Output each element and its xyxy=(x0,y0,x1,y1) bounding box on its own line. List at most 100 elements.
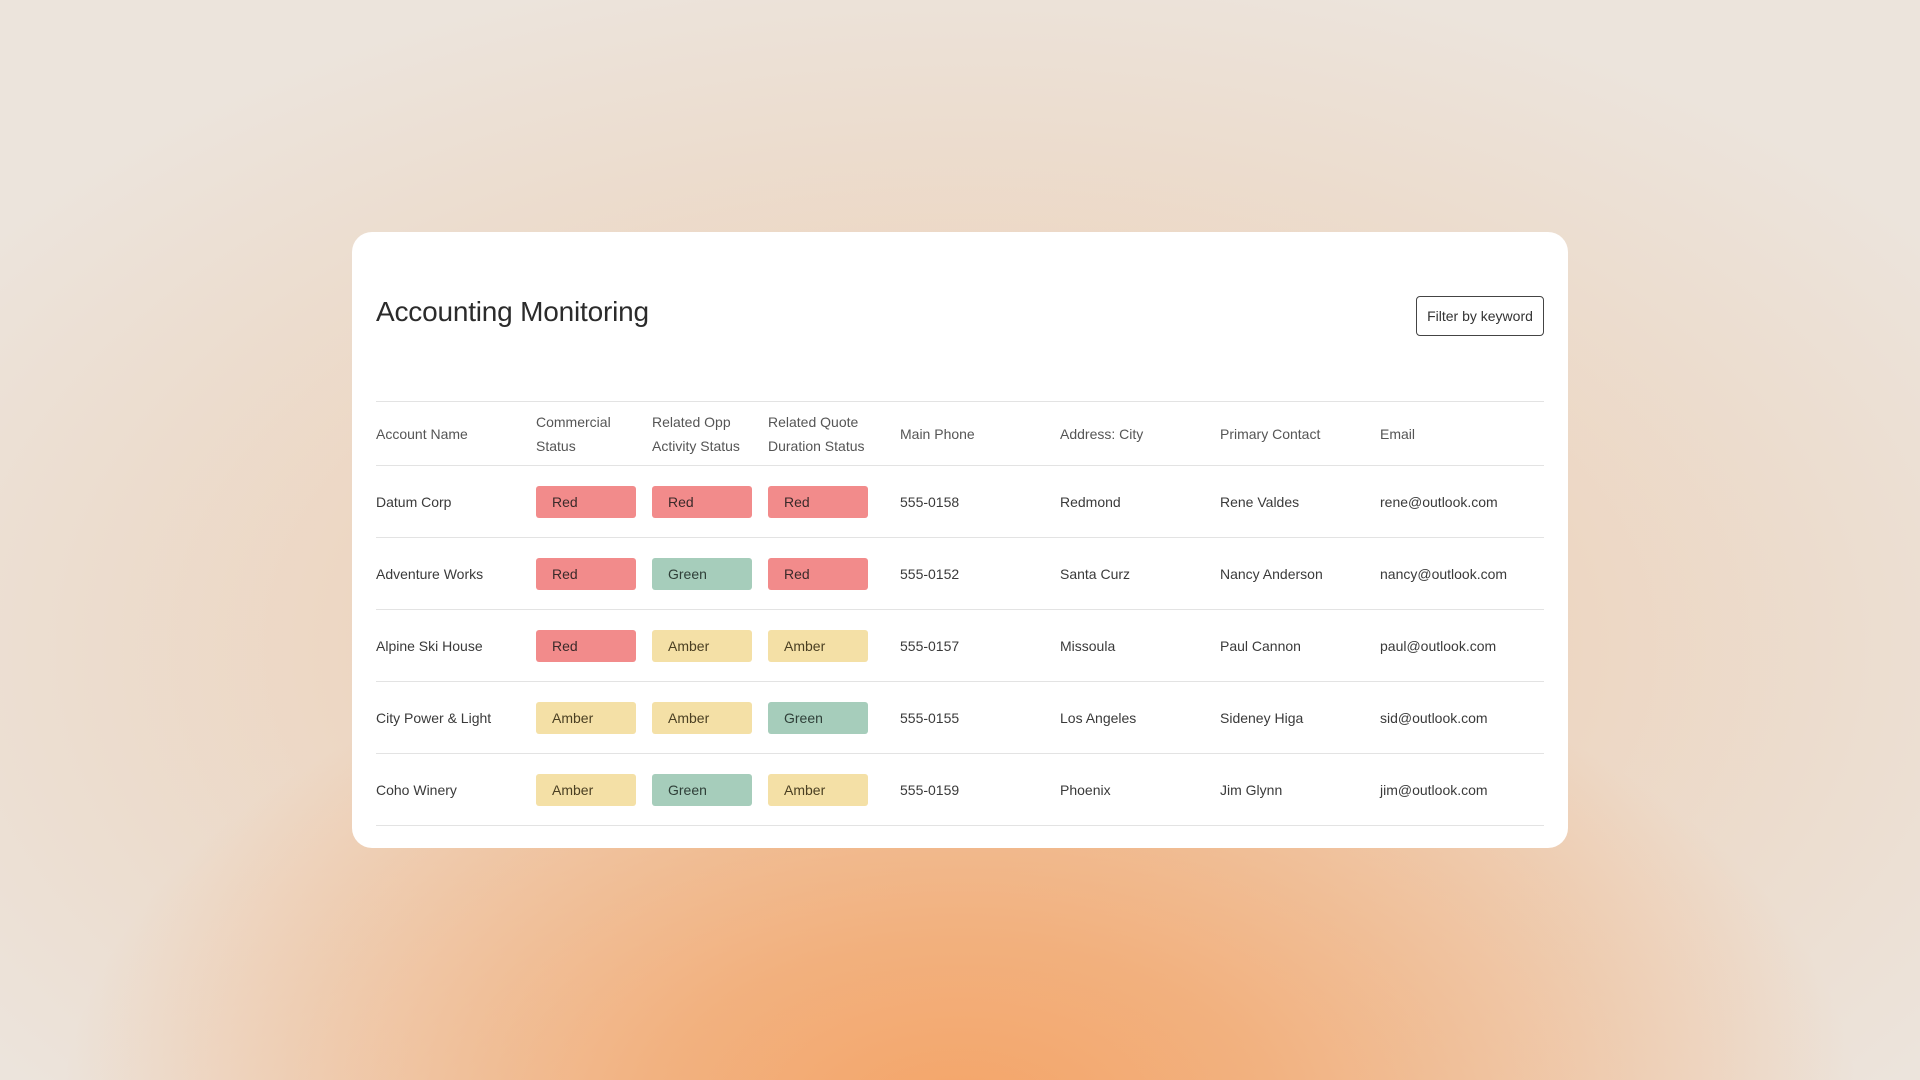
address-city: Los Angeles xyxy=(1060,709,1137,726)
header-opp-activity-status[interactable]: Related Opp Activity Status xyxy=(652,413,740,454)
opp-status-cell: Amber xyxy=(652,682,768,754)
table-row[interactable]: Datum Corp Red Red Red 555-0158 Redmond … xyxy=(376,466,1544,538)
commercial-status-badge: Amber xyxy=(536,773,636,806)
accounting-card: Accounting Monitoring Filter by keyword … xyxy=(352,232,1568,848)
city-cell: Phoenix xyxy=(1060,754,1220,826)
address-city: Redmond xyxy=(1060,493,1121,510)
main-phone: 555-0155 xyxy=(900,709,960,726)
page-title: Accounting Monitoring xyxy=(376,296,649,327)
primary-contact-cell: Nancy Anderson xyxy=(1220,538,1380,610)
city-cell: Santa Curz xyxy=(1060,538,1220,610)
opp-status-cell: Red xyxy=(652,466,768,538)
account-name-cell: City Power & Light xyxy=(376,682,536,754)
email-cell: paul@outlook.com xyxy=(1380,610,1544,682)
main-phone-cell: 555-0157 xyxy=(900,610,1060,682)
account-name-cell: Alpine Ski House xyxy=(376,610,536,682)
email: jim@outlook.com xyxy=(1380,781,1488,798)
table-row[interactable]: Adventure Works Red Green Red 555-0152 S… xyxy=(376,538,1544,610)
main-phone-cell: 555-0159 xyxy=(900,754,1060,826)
email: rene@outlook.com xyxy=(1380,493,1498,510)
primary-contact: Rene Valdes xyxy=(1220,493,1300,510)
account-name: Adventure Works xyxy=(376,565,484,582)
account-name-cell: Adventure Works xyxy=(376,538,536,610)
address-city: Missoula xyxy=(1060,637,1116,654)
table-header: Account Name Commercial Status Related O… xyxy=(376,401,1544,466)
email: paul@outlook.com xyxy=(1380,637,1497,654)
email-cell: rene@outlook.com xyxy=(1380,466,1544,538)
primary-contact: Nancy Anderson xyxy=(1220,565,1323,582)
account-name-cell: Datum Corp xyxy=(376,466,536,538)
header-row: Account Name Commercial Status Related O… xyxy=(376,401,1544,466)
primary-contact: Jim Glynn xyxy=(1220,781,1283,798)
account-name-cell: Coho Winery xyxy=(376,754,536,826)
primary-contact: Paul Cannon xyxy=(1220,637,1301,654)
primary-contact-cell: Paul Cannon xyxy=(1220,610,1380,682)
primary-contact-cell: Jim Glynn xyxy=(1220,754,1380,826)
opp-activity-status-badge: Amber xyxy=(652,629,752,662)
accounts-table: Account Name Commercial Status Related O… xyxy=(376,401,1544,826)
address-city: Santa Curz xyxy=(1060,565,1131,582)
header-account-name[interactable]: Account Name xyxy=(376,425,468,442)
main-phone-cell: 555-0155 xyxy=(900,682,1060,754)
commercial-status-cell: Amber xyxy=(536,682,652,754)
quote-duration-status-badge: Red xyxy=(768,485,868,518)
email-cell: jim@outlook.com xyxy=(1380,754,1544,826)
header-email[interactable]: Email xyxy=(1380,425,1416,442)
city-cell: Missoula xyxy=(1060,610,1220,682)
commercial-status-badge: Red xyxy=(536,629,636,662)
email: sid@outlook.com xyxy=(1380,709,1488,726)
commercial-status-cell: Amber xyxy=(536,754,652,826)
table-row[interactable]: Alpine Ski House Red Amber Amber 555-015… xyxy=(376,610,1544,682)
table-body: Datum Corp Red Red Red 555-0158 Redmond … xyxy=(376,466,1544,826)
quote-duration-status-badge: Red xyxy=(768,557,868,590)
primary-contact-cell: Sideney Higa xyxy=(1220,682,1380,754)
primary-contact: Sideney Higa xyxy=(1220,709,1304,726)
header-quote-duration-status[interactable]: Related Quote Duration Status xyxy=(768,413,865,454)
email: nancy@outlook.com xyxy=(1380,565,1508,582)
opp-activity-status-badge: Red xyxy=(652,485,752,518)
commercial-status-badge: Amber xyxy=(536,701,636,734)
table-row[interactable]: City Power & Light Amber Amber Green 555… xyxy=(376,682,1544,754)
quote-status-cell: Amber xyxy=(768,610,900,682)
primary-contact-cell: Rene Valdes xyxy=(1220,466,1380,538)
main-phone: 555-0158 xyxy=(900,493,960,510)
commercial-status-badge: Red xyxy=(536,485,636,518)
quote-status-cell: Amber xyxy=(768,754,900,826)
quote-duration-status-badge: Amber xyxy=(768,629,868,662)
quote-duration-status-badge: Amber xyxy=(768,773,868,806)
quote-status-cell: Red xyxy=(768,538,900,610)
account-name: Datum Corp xyxy=(376,493,452,510)
quote-duration-status-badge: Green xyxy=(768,701,868,734)
opp-status-cell: Amber xyxy=(652,610,768,682)
card-header: Accounting Monitoring Filter by keyword xyxy=(376,232,1544,401)
account-name: Alpine Ski House xyxy=(376,637,483,654)
opp-activity-status-badge: Green xyxy=(652,557,752,590)
commercial-status-badge: Red xyxy=(536,557,636,590)
email-cell: sid@outlook.com xyxy=(1380,682,1544,754)
opp-status-cell: Green xyxy=(652,754,768,826)
main-phone: 555-0157 xyxy=(900,637,960,654)
main-phone-cell: 555-0158 xyxy=(900,466,1060,538)
commercial-status-cell: Red xyxy=(536,610,652,682)
email-cell: nancy@outlook.com xyxy=(1380,538,1544,610)
account-name: City Power & Light xyxy=(376,709,492,726)
header-address-city[interactable]: Address: City xyxy=(1060,425,1144,442)
opp-activity-status-badge: Green xyxy=(652,773,752,806)
table-row[interactable]: Coho Winery Amber Green Amber 555-0159 P… xyxy=(376,754,1544,826)
quote-status-cell: Red xyxy=(768,466,900,538)
quote-status-cell: Green xyxy=(768,682,900,754)
main-phone: 555-0159 xyxy=(900,781,960,798)
commercial-status-cell: Red xyxy=(536,466,652,538)
header-commercial-status[interactable]: Commercial Status xyxy=(536,413,611,454)
account-name: Coho Winery xyxy=(376,781,457,798)
address-city: Phoenix xyxy=(1060,781,1111,798)
city-cell: Los Angeles xyxy=(1060,682,1220,754)
opp-status-cell: Green xyxy=(652,538,768,610)
header-main-phone[interactable]: Main Phone xyxy=(900,425,975,442)
filter-by-keyword-button[interactable]: Filter by keyword xyxy=(1416,296,1544,336)
main-phone-cell: 555-0152 xyxy=(900,538,1060,610)
main-phone: 555-0152 xyxy=(900,565,960,582)
city-cell: Redmond xyxy=(1060,466,1220,538)
header-primary-contact[interactable]: Primary Contact xyxy=(1220,425,1321,442)
opp-activity-status-badge: Amber xyxy=(652,701,752,734)
